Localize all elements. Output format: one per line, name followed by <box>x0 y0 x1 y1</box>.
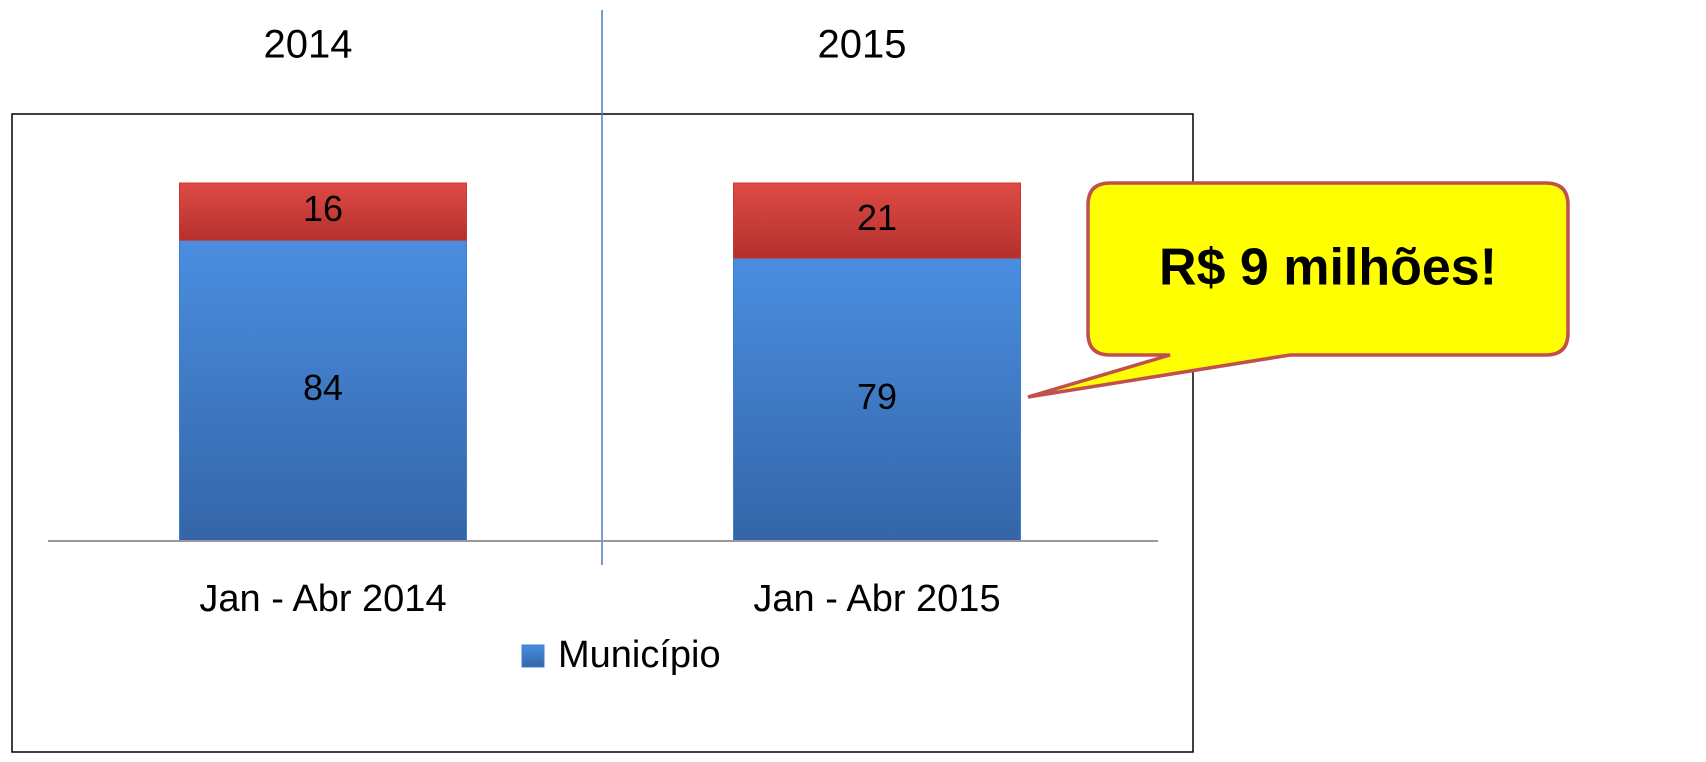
data-label: 16 <box>303 188 343 229</box>
x-tick-label: Jan - Abr 2015 <box>753 578 1000 620</box>
legend-swatch <box>521 644 545 668</box>
bar-segment <box>733 182 1021 259</box>
data-label: 84 <box>303 367 343 408</box>
period-label: 2015 <box>818 23 907 67</box>
bar-segment <box>179 182 467 241</box>
data-label: 79 <box>857 376 897 417</box>
callout <box>1027 181 1570 399</box>
data-label: 21 <box>857 197 897 238</box>
x-tick-label: Jan - Abr 2014 <box>199 578 446 620</box>
bar-segment <box>733 257 1021 542</box>
callout-text: R$ 9 milhões! <box>1159 239 1497 297</box>
bar-segment <box>179 239 467 542</box>
period-label: 2014 <box>264 23 353 67</box>
legend-label: Município <box>558 634 721 676</box>
